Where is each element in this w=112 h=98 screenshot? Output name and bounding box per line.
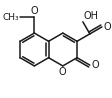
Text: CH₃: CH₃ [2,13,19,22]
Text: O: O [91,60,99,70]
Text: O: O [31,6,38,16]
Text: OH: OH [84,11,99,21]
Text: O: O [59,67,67,77]
Text: O: O [103,22,111,32]
